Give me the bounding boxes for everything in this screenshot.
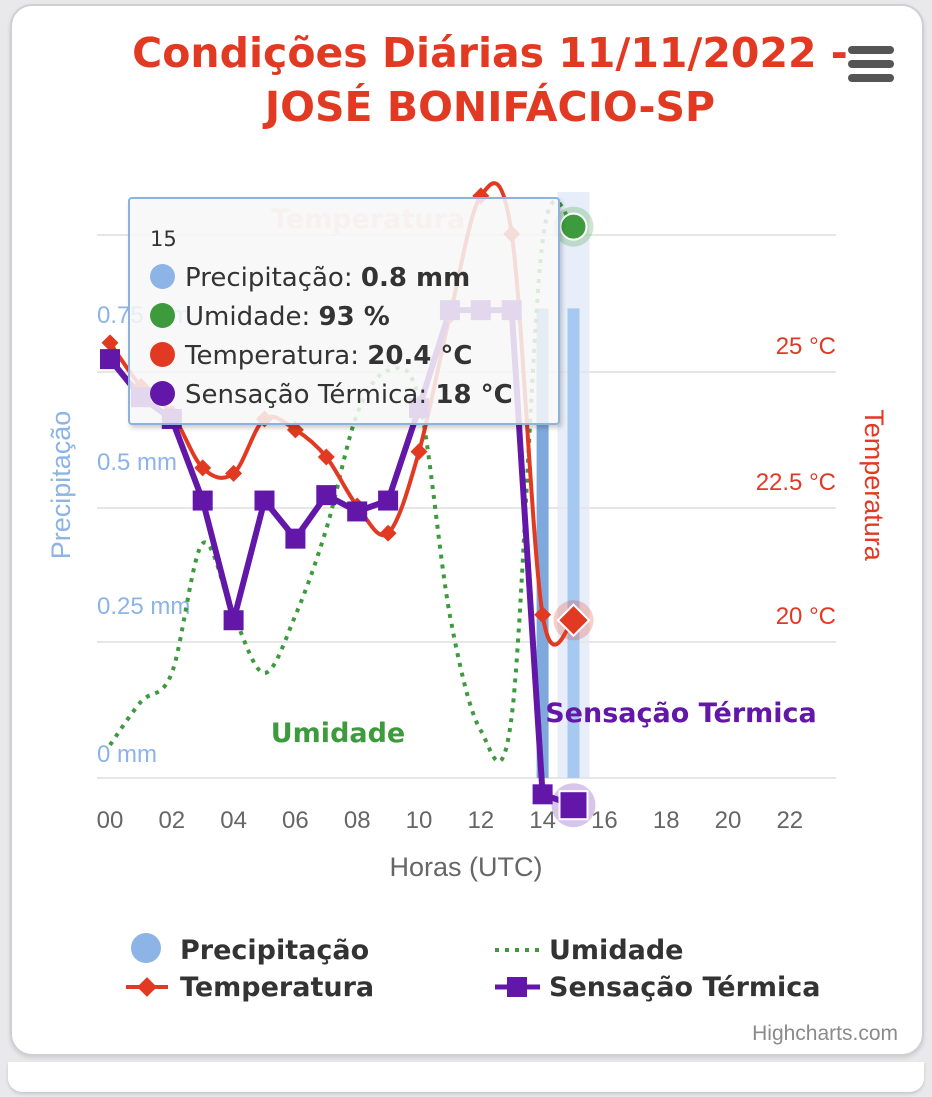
card-shadow-edge [8,1062,924,1092]
chart-title: Condições Diárias 11/11/2022 - JOSÉ BONI… [90,26,890,134]
tooltip-value: 93 % [318,302,390,332]
legend-precipitation-icon [131,933,161,963]
x-tick-label: 06 [282,807,309,834]
tooltip-value: 18 °C [435,380,513,410]
precipitation-dot-icon [150,264,175,289]
tooltip-row-feels-like: Sensação Térmica: 18 °C [150,380,513,410]
tooltip-value: 20.4 °C [367,341,473,371]
temperature-point [317,448,335,466]
right-y-tick-label: 25 °C [776,333,836,360]
x-tick-label: 10 [406,807,433,834]
temperature-dot-icon [150,342,175,367]
temperature-point [556,603,591,638]
feels-like-point [532,784,553,805]
tooltip-row-humidity: Umidade: 93 % [150,302,390,332]
x-tick-label: 08 [344,807,371,834]
humidity-point [559,212,588,241]
feels-like-point [223,610,244,631]
legend: Precipitação Umidade Temperatura Sensação T… [126,933,821,1003]
feels-like-point [378,490,399,511]
tooltip-label: Precipitação: [185,263,361,293]
precipitation-bar [536,308,549,778]
chart-card [10,4,924,1056]
legend-temperature-marker-icon [137,977,157,997]
chart-title-line2: JOSÉ BONIFÁCIO-SP [264,83,716,131]
legend-label: Umidade [549,935,684,966]
tooltip-label: Temperatura: [185,341,368,371]
left-y-tick-label: 0.5 mm [97,449,177,476]
legend-label: Sensação Térmica [549,972,821,1003]
temperature-point [410,443,428,461]
x-tick-label: 16 [591,807,618,834]
feels-like-point [100,349,120,370]
x-tick-label: 00 [97,807,124,834]
chart-title-line1: Condições Diárias 11/11/2022 - [132,29,848,77]
precipitation-bars [536,308,580,778]
humidity-line [108,199,576,764]
tooltip-row-precipitation: Precipitação: 0.8 mm [150,263,470,293]
humidity-series-label: Umidade [271,718,406,749]
x-axis-title: Horas (UTC) [390,852,543,882]
feels-like-dot-icon [150,381,175,406]
x-axis: 00 02 04 06 08 10 12 14 16 18 20 22 Horas (UTC) [97,807,804,882]
left-y-tick-label: 0.25 mm [97,593,190,620]
precipitation-bar [567,308,580,778]
feels-like-point [316,485,337,506]
tooltip-header: 15 [150,227,177,251]
feels-like-series-label: Sensação Térmica [545,698,817,729]
x-tick-label: 04 [220,807,247,834]
right-y-axis-title: Temperatura [859,409,889,562]
x-tick-label: 20 [715,807,742,834]
humidity-dot-icon [150,303,175,328]
hamburger-menu-icon[interactable] [842,40,902,90]
x-tick-label: 02 [158,807,185,834]
feels-like-point [347,501,368,522]
legend-label: Precipitação [180,935,369,966]
left-y-tick-label: 0 mm [97,741,157,768]
right-y-tick-label: 22.5 °C [756,469,836,496]
temperature-point [101,334,119,352]
feels-like-point [254,490,275,511]
left-y-axis: 0 mm0.25 mm0.5 mm0.75 mmPrecipitação [46,302,190,768]
temperature-point [286,421,304,439]
tooltip-label: Umidade: [185,302,319,332]
temperature-point [534,606,552,624]
left-y-axis-title: Precipitação [46,411,76,560]
temperature-point [194,459,212,477]
tooltip: 15 Precipitação: 0.8 mm Umidade: 93 % Te… [128,197,560,425]
tooltip-label: Sensação Térmica: [185,380,436,410]
legend-feels-like-marker-icon [507,977,527,997]
temperature-point [379,524,397,542]
feels-like-point [558,790,589,821]
tooltip-row-temperature: Temperatura: 20.4 °C [150,341,473,371]
right-y-tick-label: 20 °C [776,603,836,630]
x-tick-label: 12 [467,807,494,834]
x-tick-label: 22 [776,807,803,834]
x-tick-label: 18 [653,807,680,834]
feels-like-point [285,528,306,549]
temperature-point [225,464,243,482]
tooltip-value: 0.8 mm [360,263,471,293]
x-tick-label: 14 [529,807,556,834]
legend-label: Temperatura [180,972,374,1003]
credits-link[interactable]: Highcharts.com [752,1022,898,1045]
feels-like-point [192,490,213,511]
right-y-axis: 20 °C 22.5 °C 25 °C Temperatura [756,333,889,630]
